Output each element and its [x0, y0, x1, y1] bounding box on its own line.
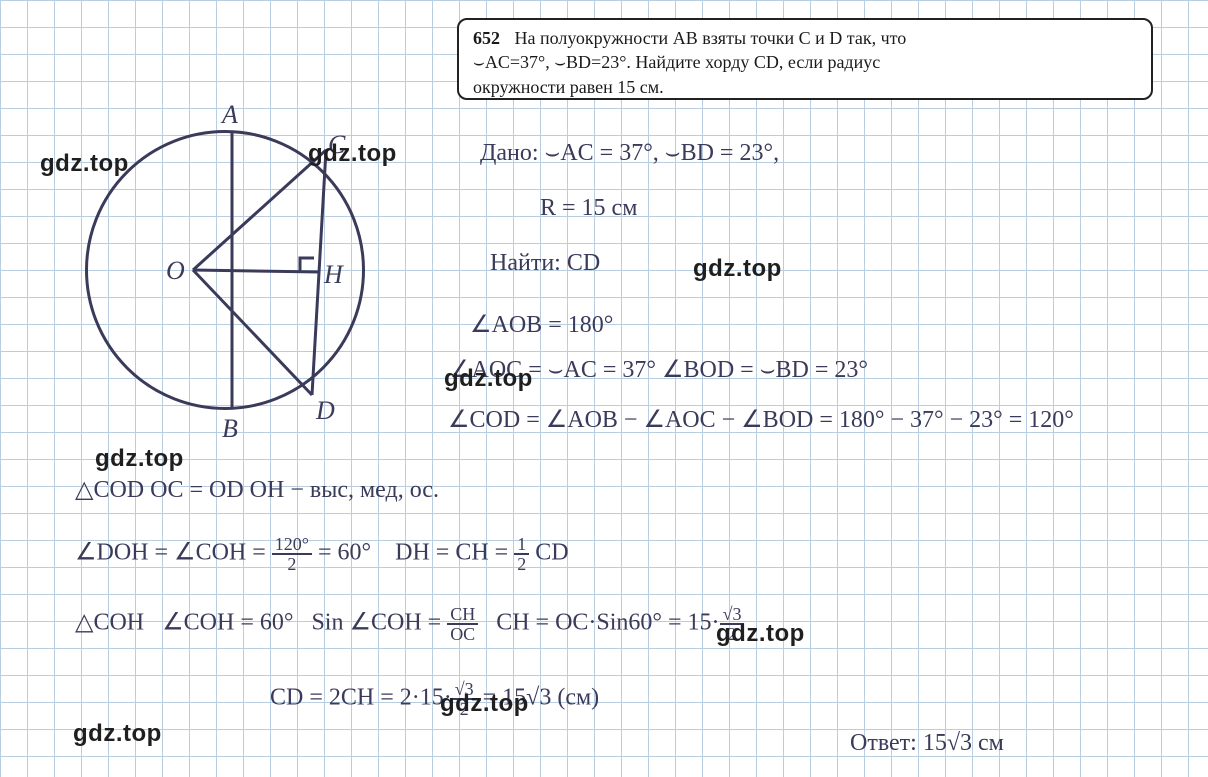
problem-statement: 652 На полуокружности AB взяты точки C и… [457, 18, 1153, 100]
watermark-4: gdz.top [95, 445, 184, 473]
solution-line-6: △COD OC = OD OH − выс, мед, ос. [75, 475, 439, 504]
label-H: H [324, 260, 343, 290]
problem-line-1: На полуокружности AB взяты точки C и D т… [515, 28, 907, 48]
problem-line-3: окружности равен 15 см. [473, 77, 664, 97]
solution-line-3: ∠AOB = 180° [470, 310, 613, 339]
watermark-1: gdz.top [308, 140, 397, 168]
geometry-lines [0, 0, 1208, 777]
watermark-2: gdz.top [693, 255, 782, 283]
solution-line-7: ∠DOH = ∠COH = 120°2 = 60° DH = CH = 12 C… [75, 535, 569, 573]
solution-line-1: R = 15 см [540, 195, 637, 222]
solution-line-2: Найти: CD [490, 250, 600, 277]
watermark-3: gdz.top [444, 365, 533, 393]
watermark-6: gdz.top [440, 690, 529, 718]
watermark-5: gdz.top [716, 620, 805, 648]
label-B: B [222, 414, 238, 444]
label-A: A [222, 100, 238, 130]
problem-number: 652 [473, 28, 500, 48]
solution-line-8: △COH ∠COH = 60° Sin ∠COH = CHOC CH = OC·… [75, 605, 744, 643]
watermark-0: gdz.top [40, 150, 129, 178]
watermark-7: gdz.top [73, 720, 162, 748]
solution-line-9: CD = 2CH = 2·15·√32 = 15√3 (см) [270, 680, 599, 718]
solution-line-0: Дано: ⌣AC = 37°, ⌣BD = 23°, [480, 140, 779, 167]
label-D: D [316, 396, 335, 426]
label-O: O [166, 256, 185, 286]
solution-line-10: Ответ: 15√3 см [850, 730, 1004, 757]
problem-line-2: ⌣AC=37°, ⌣BD=23°. Найдите хорду CD, если… [473, 52, 880, 72]
solution-line-5: ∠COD = ∠AOB − ∠AOC − ∠BOD = 180° − 37° −… [448, 405, 1074, 434]
